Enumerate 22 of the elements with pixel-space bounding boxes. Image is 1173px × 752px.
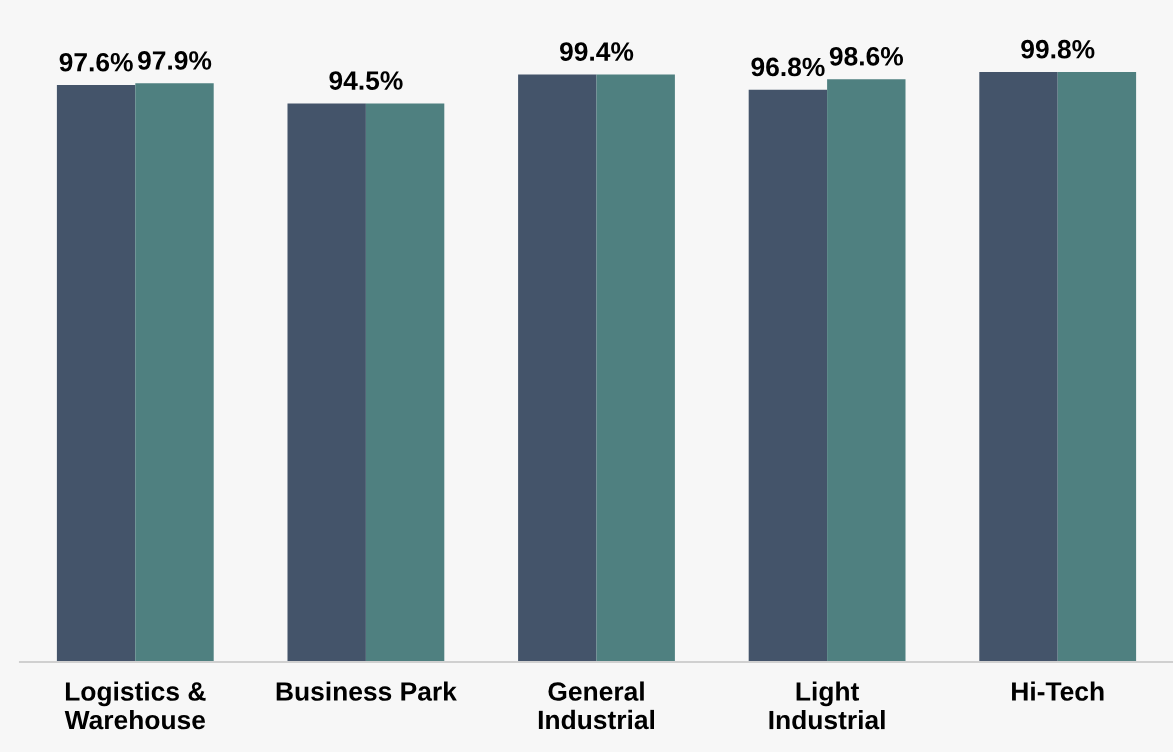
bar xyxy=(979,72,1058,662)
data-label: 96.8% xyxy=(751,57,825,77)
data-label: 94.5% xyxy=(329,71,403,90)
x-tick-label: Hi-Tech xyxy=(1012,681,1104,701)
bar xyxy=(365,103,445,662)
data-label: 97.9% xyxy=(138,51,212,70)
x-tick-label: Business Park xyxy=(276,681,457,701)
bar xyxy=(56,85,136,662)
bar xyxy=(1057,72,1137,662)
x-tick-label: Light Industrial xyxy=(769,681,885,730)
bar xyxy=(135,83,214,662)
data-label: 99.8% xyxy=(1021,39,1095,59)
bar xyxy=(596,74,675,662)
x-tick-label: General Industrial xyxy=(538,681,655,730)
bar xyxy=(518,74,597,662)
x-tick-label: Logistics & Warehouse xyxy=(64,681,206,730)
bar xyxy=(827,79,906,662)
bar xyxy=(287,103,366,662)
data-label: 99.4% xyxy=(560,42,634,61)
bar xyxy=(748,89,828,662)
data-label: 98.6% xyxy=(829,46,904,66)
data-label: 97.6% xyxy=(59,52,133,72)
